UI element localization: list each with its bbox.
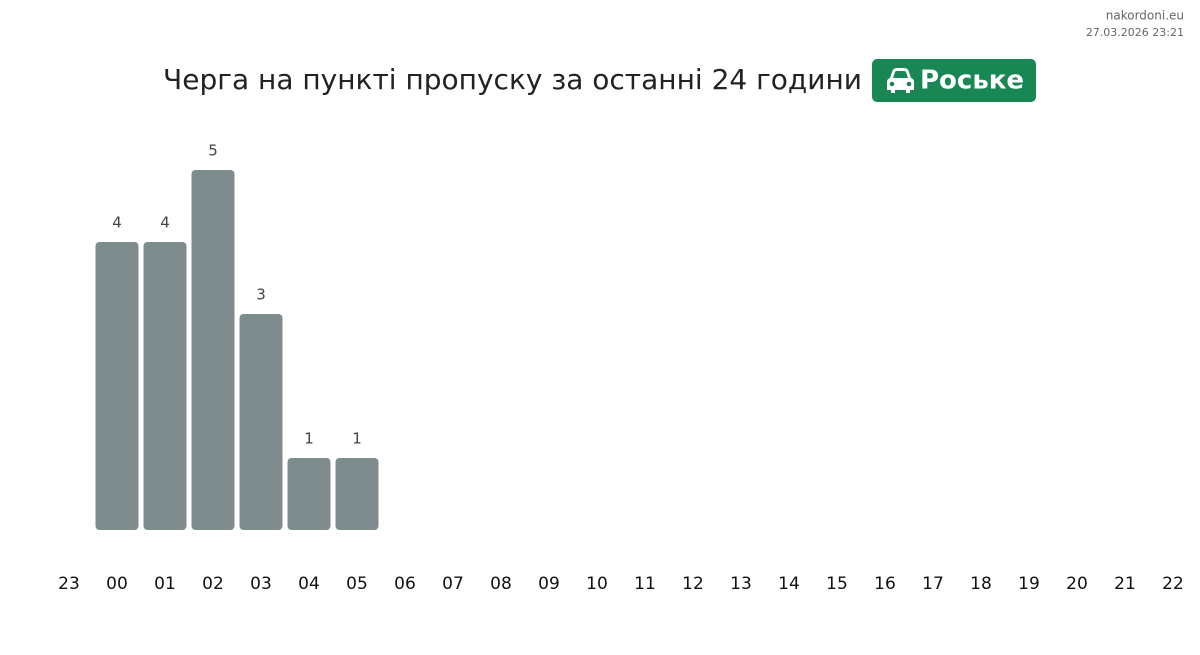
x-tick-label: 19 <box>1018 574 1040 594</box>
x-tick-label: 00 <box>106 574 128 594</box>
x-tick-label: 12 <box>682 574 704 594</box>
x-tick-label: 16 <box>874 574 896 594</box>
x-tick-label: 11 <box>634 574 656 594</box>
bar <box>335 458 379 530</box>
x-tick-label: 22 <box>1162 574 1184 594</box>
x-tick-label: 15 <box>826 574 848 594</box>
x-tick-label: 07 <box>442 574 464 594</box>
value-label: 4 <box>112 214 122 232</box>
x-tick-label: 09 <box>538 574 560 594</box>
bar <box>287 458 331 530</box>
x-tick-label: 08 <box>490 574 512 594</box>
bar <box>95 242 139 530</box>
x-tick-label: 04 <box>298 574 320 594</box>
x-tick-label: 05 <box>346 574 368 594</box>
timestamp: 27.03.2026 23:21 <box>1086 26 1184 39</box>
bar <box>143 242 187 530</box>
x-tick-label: 01 <box>154 574 176 594</box>
badge: Роське <box>920 66 1024 96</box>
x-tick-label: 23 <box>58 574 80 594</box>
badge-background <box>872 59 1036 102</box>
value-label: 1 <box>352 430 362 448</box>
x-tick-label: 03 <box>250 574 272 594</box>
x-tick-label: 18 <box>970 574 992 594</box>
x-tick-label: 14 <box>778 574 800 594</box>
bar <box>239 314 283 530</box>
x-tick-label: 10 <box>586 574 608 594</box>
x-tick-label: 21 <box>1114 574 1136 594</box>
value-label: 1 <box>304 430 314 448</box>
x-tick-label: 20 <box>1066 574 1088 594</box>
value-label: 5 <box>208 142 218 160</box>
value-label: 4 <box>160 214 170 232</box>
site: nakordoni.eu <box>1106 9 1184 23</box>
car-icon <box>887 68 914 93</box>
x-tick-label: 06 <box>394 574 416 594</box>
x-tick-label: 02 <box>202 574 224 594</box>
value-label: 3 <box>256 286 266 304</box>
x-tick-label: 13 <box>730 574 752 594</box>
chart-title: Черга на пункті пропуску за останні 24 г… <box>163 63 862 96</box>
x-tick-label: 17 <box>922 574 944 594</box>
bar <box>191 170 235 530</box>
